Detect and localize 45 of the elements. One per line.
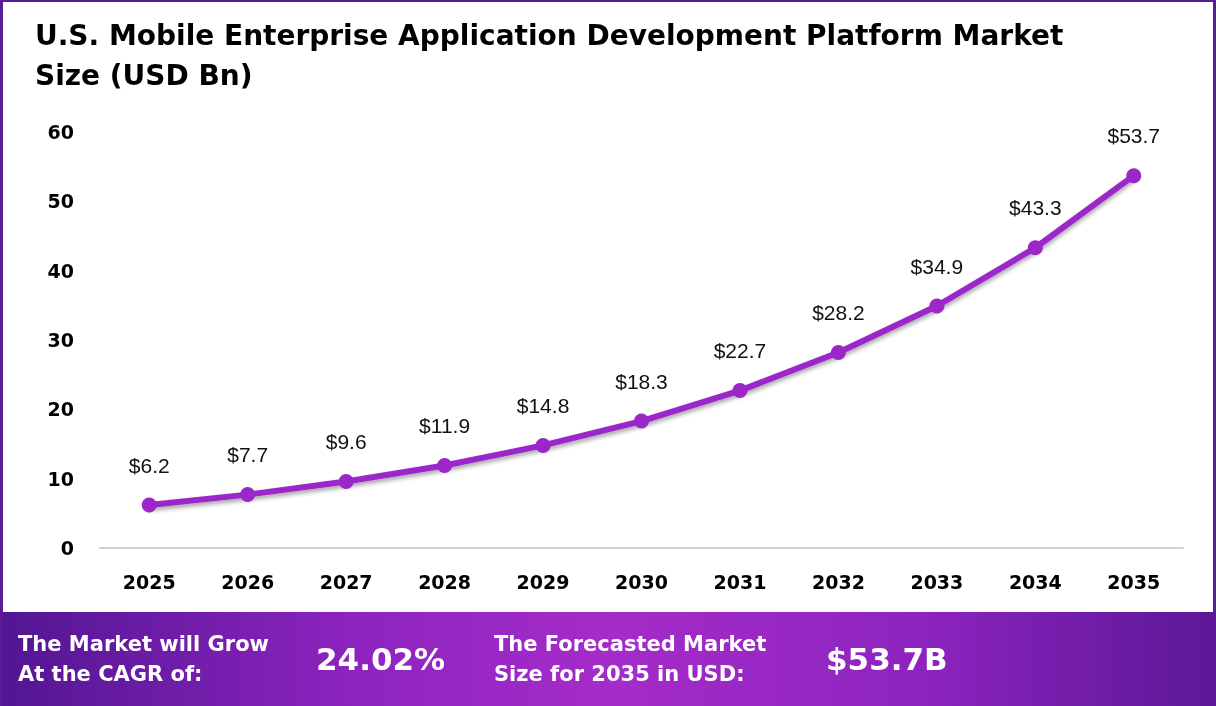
y-tick-label: 0 <box>60 537 74 559</box>
x-tick-label: 2026 <box>221 570 275 593</box>
data-label: $14.8 <box>516 393 570 417</box>
x-tick-label: 2031 <box>713 570 767 593</box>
point <box>634 413 649 429</box>
x-tick-label: 2029 <box>516 570 570 593</box>
x-tick-label: 2025 <box>122 570 176 593</box>
x-tick-label: 2027 <box>319 570 373 593</box>
text: The Market will Grow At the CAGR of: <box>18 631 270 688</box>
data-label: $43.3 <box>1009 196 1062 220</box>
point <box>1126 168 1142 184</box>
y-tick-label: 30 <box>47 329 74 351</box>
x-tick-label: 2035 <box>1107 570 1161 593</box>
point <box>240 487 256 503</box>
data-label: $11.9 <box>419 413 471 437</box>
data-label: $53.7 <box>1107 124 1161 148</box>
chart-title: U.S. Mobile Enterprise Application Development Platform Market Size (USD Bn) <box>35 18 1074 92</box>
y-tick-label: 20 <box>47 398 74 421</box>
point <box>535 437 551 453</box>
y-tick-label: 40 <box>47 259 74 282</box>
point <box>437 458 453 473</box>
data-label: $28.2 <box>812 300 865 324</box>
data-label: $18.3 <box>615 369 668 393</box>
point <box>830 344 846 360</box>
data-label: $22.7 <box>713 339 767 363</box>
x-tick-label: 2030 <box>615 570 668 593</box>
y-tick-label: 60 <box>47 121 74 143</box>
text: $53.7B <box>826 640 949 679</box>
point <box>1027 240 1043 256</box>
x-tick-label: 2033 <box>910 570 964 593</box>
data-label: $7.7 <box>227 443 269 467</box>
point <box>732 383 748 399</box>
x-tick-label: 2028 <box>418 570 472 593</box>
y-tick-label: 50 <box>47 190 74 213</box>
x-tick-label: 2032 <box>811 570 865 593</box>
point <box>338 473 354 489</box>
point <box>929 298 945 314</box>
data-label: $9.6 <box>325 429 367 453</box>
y-tick-label: 10 <box>47 467 74 490</box>
data-label: $6.2 <box>128 453 170 477</box>
text: The Forecasted Market Size for 2035 in USD: <box>494 631 768 688</box>
data-label: $34.9 <box>910 254 964 278</box>
x-tick-label: 2034 <box>1008 570 1062 593</box>
text: 24.02% <box>316 640 447 679</box>
point <box>141 497 157 513</box>
